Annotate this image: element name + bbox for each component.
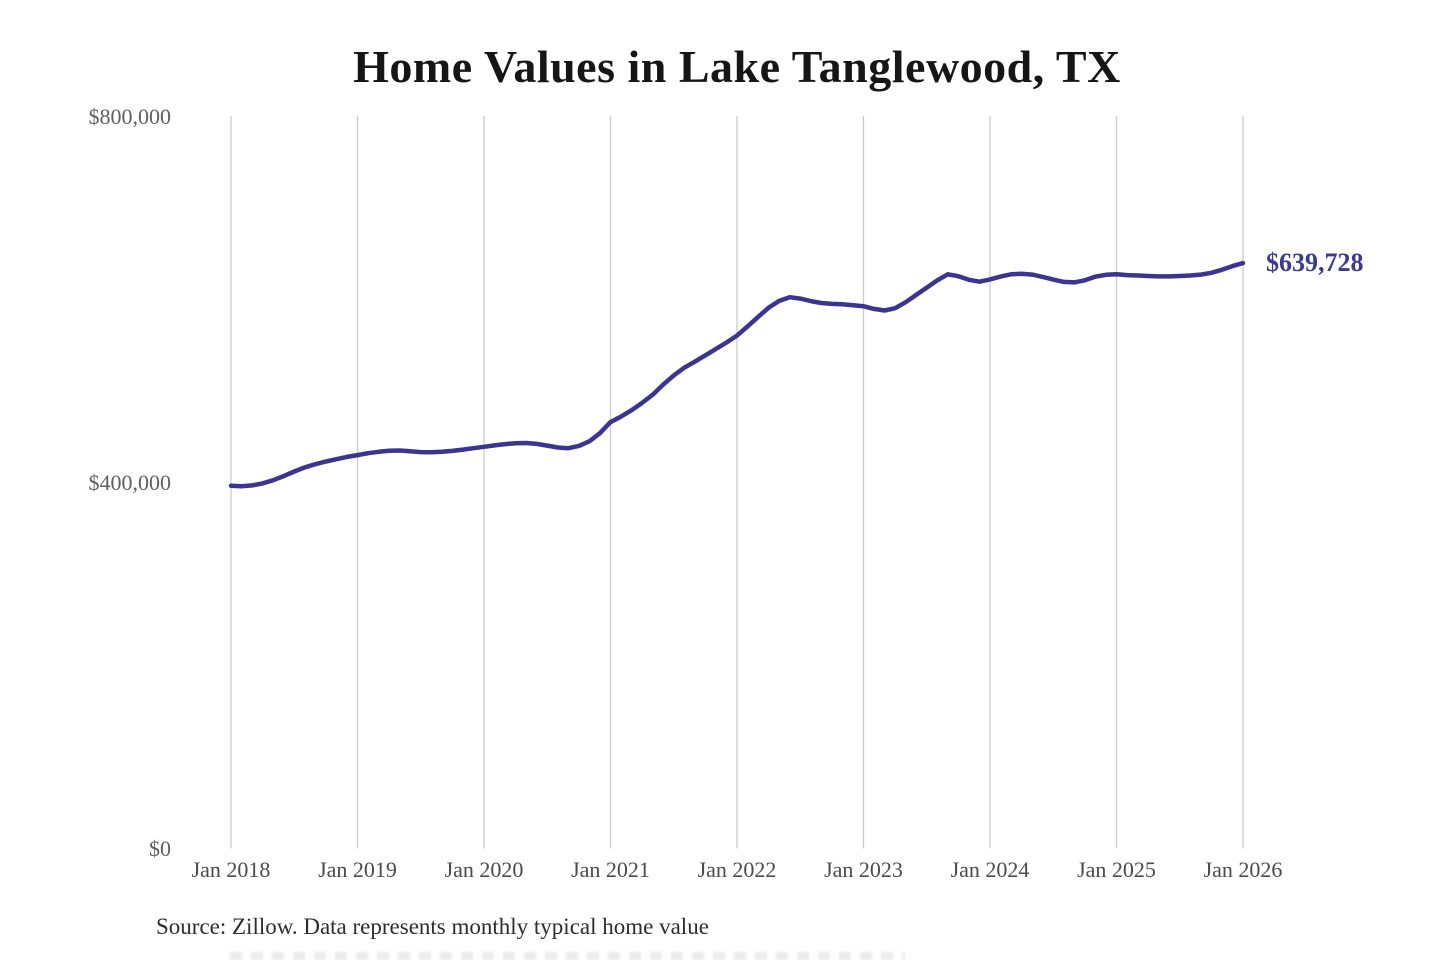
- y-tick-label: $0: [149, 836, 171, 861]
- chart-title: Home Values in Lake Tanglewood, TX: [353, 41, 1121, 92]
- x-tick-label: Jan 2022: [698, 857, 777, 882]
- x-tick-label: Jan 2025: [1077, 857, 1156, 882]
- x-tick-label: Jan 2019: [318, 857, 397, 882]
- x-tick-label: Jan 2021: [571, 857, 650, 882]
- x-tick-label: Jan 2023: [824, 857, 903, 882]
- end-value-label: $639,728: [1266, 248, 1364, 277]
- y-tick-label: $400,000: [89, 470, 172, 495]
- x-tick-label: Jan 2024: [951, 857, 1030, 882]
- home-value-line: [228, 260, 1246, 489]
- x-tick-label: Jan 2026: [1204, 857, 1283, 882]
- y-tick-label: $800,000: [89, 104, 172, 129]
- x-tick-label: Jan 2018: [192, 857, 271, 882]
- source-note: Source: Zillow. Data represents monthly …: [156, 914, 709, 939]
- x-tick-label: Jan 2020: [445, 857, 524, 882]
- cutoff-text-remnant: [230, 952, 905, 960]
